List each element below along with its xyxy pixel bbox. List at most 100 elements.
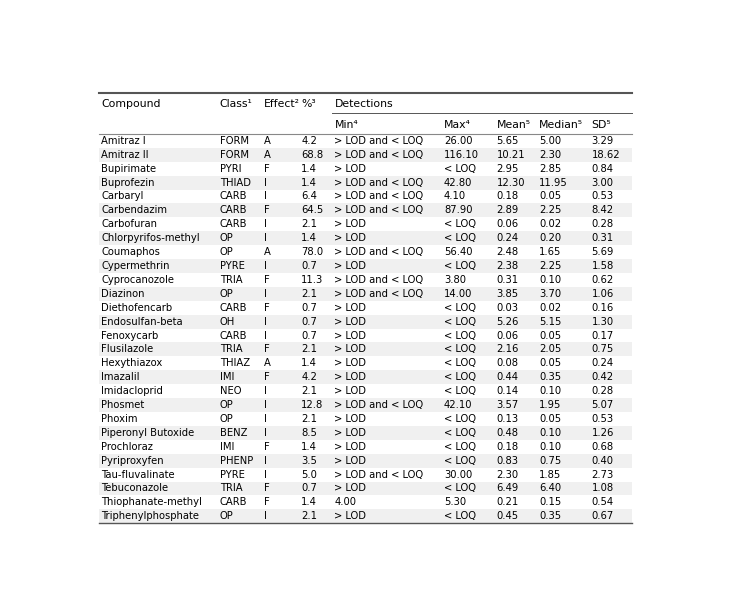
- Text: 3.57: 3.57: [496, 400, 519, 410]
- Text: I: I: [264, 511, 267, 521]
- Text: 0.08: 0.08: [496, 358, 518, 368]
- Text: Tau-fluvalinate: Tau-fluvalinate: [101, 470, 174, 480]
- Text: A: A: [264, 247, 271, 257]
- Text: 3.5: 3.5: [301, 456, 317, 466]
- Text: Endosulfan-beta: Endosulfan-beta: [101, 317, 183, 327]
- Text: 64.5: 64.5: [301, 205, 324, 216]
- Text: 3.70: 3.70: [539, 289, 562, 299]
- Text: > LOD: > LOD: [334, 358, 367, 368]
- Text: %³: %³: [301, 99, 316, 109]
- Text: I: I: [264, 428, 267, 438]
- Text: BENZ: BENZ: [220, 428, 247, 438]
- Text: > LOD: > LOD: [334, 456, 367, 466]
- Bar: [99, 259, 632, 273]
- Text: 11.3: 11.3: [301, 275, 324, 285]
- Text: > LOD: > LOD: [334, 233, 367, 243]
- Text: > LOD and < LOQ: > LOD and < LOQ: [334, 247, 423, 257]
- Text: 116.10: 116.10: [444, 150, 479, 160]
- Text: OP: OP: [220, 414, 233, 424]
- Text: 5.69: 5.69: [592, 247, 614, 257]
- Text: 0.7: 0.7: [301, 330, 317, 341]
- Text: 2.38: 2.38: [496, 261, 519, 271]
- Text: 0.18: 0.18: [496, 191, 519, 202]
- Text: 5.15: 5.15: [539, 317, 562, 327]
- Text: < LOQ: < LOQ: [444, 303, 476, 312]
- Text: THIAD: THIAD: [220, 178, 251, 188]
- Text: 14.00: 14.00: [444, 289, 473, 299]
- Text: PYRE: PYRE: [220, 261, 244, 271]
- Text: 3.85: 3.85: [496, 289, 519, 299]
- Text: > LOD: > LOD: [334, 428, 367, 438]
- Text: 6.49: 6.49: [496, 483, 519, 494]
- Text: 1.4: 1.4: [301, 164, 317, 173]
- Text: 1.4: 1.4: [301, 497, 317, 507]
- Text: 2.48: 2.48: [496, 247, 519, 257]
- Bar: [99, 162, 632, 176]
- Text: > LOD: > LOD: [334, 372, 367, 382]
- Bar: [99, 356, 632, 370]
- Text: 26.00: 26.00: [444, 136, 473, 146]
- Text: 0.42: 0.42: [592, 372, 614, 382]
- Text: 42.10: 42.10: [444, 400, 473, 410]
- Text: > LOD: > LOD: [334, 483, 367, 494]
- Text: 3.80: 3.80: [444, 275, 466, 285]
- Text: > LOD and < LOQ: > LOD and < LOQ: [334, 289, 423, 299]
- Text: F: F: [264, 303, 270, 312]
- Text: Diazinon: Diazinon: [101, 289, 145, 299]
- Text: 0.53: 0.53: [592, 414, 614, 424]
- Text: 56.40: 56.40: [444, 247, 473, 257]
- Text: Chlorpyrifos-methyl: Chlorpyrifos-methyl: [101, 233, 199, 243]
- Text: PYRI: PYRI: [220, 164, 241, 173]
- Text: 5.65: 5.65: [496, 136, 519, 146]
- Text: F: F: [264, 483, 270, 494]
- Text: 0.67: 0.67: [592, 511, 614, 521]
- Text: > LOD: > LOD: [334, 317, 367, 327]
- Text: Carbofuran: Carbofuran: [101, 219, 157, 229]
- Text: 0.7: 0.7: [301, 261, 317, 271]
- Text: 1.4: 1.4: [301, 178, 317, 188]
- Text: CARB: CARB: [220, 219, 247, 229]
- Text: 0.03: 0.03: [496, 303, 518, 312]
- Text: 0.02: 0.02: [539, 303, 562, 312]
- Text: < LOQ: < LOQ: [444, 344, 476, 355]
- Text: 10.21: 10.21: [496, 150, 525, 160]
- Text: 0.18: 0.18: [496, 442, 519, 452]
- Text: 2.1: 2.1: [301, 289, 317, 299]
- Text: 0.35: 0.35: [539, 372, 562, 382]
- Text: A: A: [264, 358, 271, 368]
- Text: 1.26: 1.26: [592, 428, 614, 438]
- Text: 0.10: 0.10: [539, 442, 562, 452]
- Text: < LOQ: < LOQ: [444, 483, 476, 494]
- Text: > LOD and < LOQ: > LOD and < LOQ: [334, 275, 423, 285]
- Text: TRIA: TRIA: [220, 344, 242, 355]
- Text: Coumaphos: Coumaphos: [101, 247, 160, 257]
- Bar: [99, 343, 632, 356]
- Text: Min⁴: Min⁴: [334, 120, 358, 129]
- Text: 0.10: 0.10: [539, 386, 562, 396]
- Text: OP: OP: [220, 233, 233, 243]
- Text: TRIA: TRIA: [220, 275, 242, 285]
- Text: 0.28: 0.28: [592, 386, 614, 396]
- Text: Pyriproxyfen: Pyriproxyfen: [101, 456, 163, 466]
- Text: 4.10: 4.10: [444, 191, 466, 202]
- Text: Carbendazim: Carbendazim: [101, 205, 167, 216]
- Text: I: I: [264, 191, 267, 202]
- Bar: [99, 495, 632, 509]
- Text: 1.06: 1.06: [592, 289, 614, 299]
- Text: Tebuconazole: Tebuconazole: [101, 483, 169, 494]
- Text: NEO: NEO: [220, 386, 241, 396]
- Text: 0.05: 0.05: [539, 191, 562, 202]
- Text: 2.1: 2.1: [301, 344, 317, 355]
- Text: 1.58: 1.58: [592, 261, 614, 271]
- Text: IMI: IMI: [220, 372, 234, 382]
- Text: I: I: [264, 261, 267, 271]
- Text: Phosmet: Phosmet: [101, 400, 144, 410]
- Text: THIAZ: THIAZ: [220, 358, 250, 368]
- Text: Effect²: Effect²: [264, 99, 300, 109]
- Text: 0.17: 0.17: [592, 330, 614, 341]
- Text: 0.53: 0.53: [592, 191, 614, 202]
- Bar: [99, 315, 632, 329]
- Text: < LOQ: < LOQ: [444, 414, 476, 424]
- Text: CARB: CARB: [220, 330, 247, 341]
- Text: 0.13: 0.13: [496, 414, 519, 424]
